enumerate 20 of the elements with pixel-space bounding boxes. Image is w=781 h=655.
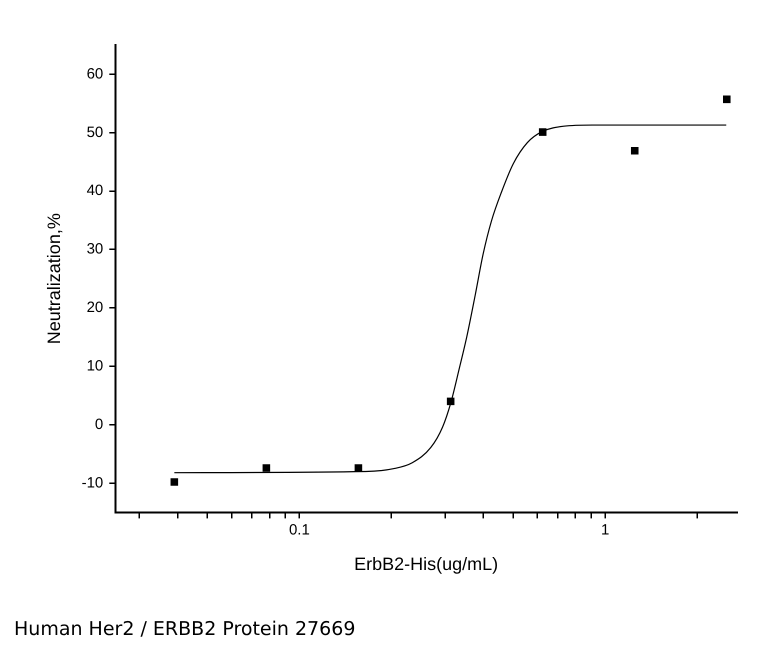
y-tick-label: 40 — [86, 182, 104, 200]
point — [446, 398, 454, 406]
y-tick-label: 50 — [86, 124, 104, 141]
point — [723, 96, 731, 104]
y-tick-label: 0 — [94, 416, 104, 433]
point — [262, 464, 270, 472]
x-tick-label: 1 — [600, 522, 610, 539]
point — [170, 478, 178, 486]
text: Human Her2 / ERBB2 Protein 27669 — [14, 618, 356, 640]
y-tick-label: 10 — [86, 357, 104, 374]
y-axis-title: Neutralization,% — [44, 213, 64, 344]
y-tick-label: 30 — [86, 240, 104, 258]
y-tick-label: 60 — [86, 65, 104, 82]
x-tick-label: 0.1 — [288, 522, 310, 539]
point — [630, 146, 639, 155]
x-axis-title: ErbB2-His(ug/mL) — [354, 554, 498, 574]
point — [354, 464, 362, 472]
point — [538, 128, 546, 136]
y-tick-label: -10 — [82, 474, 104, 492]
y-tick-label: 20 — [86, 299, 104, 316]
